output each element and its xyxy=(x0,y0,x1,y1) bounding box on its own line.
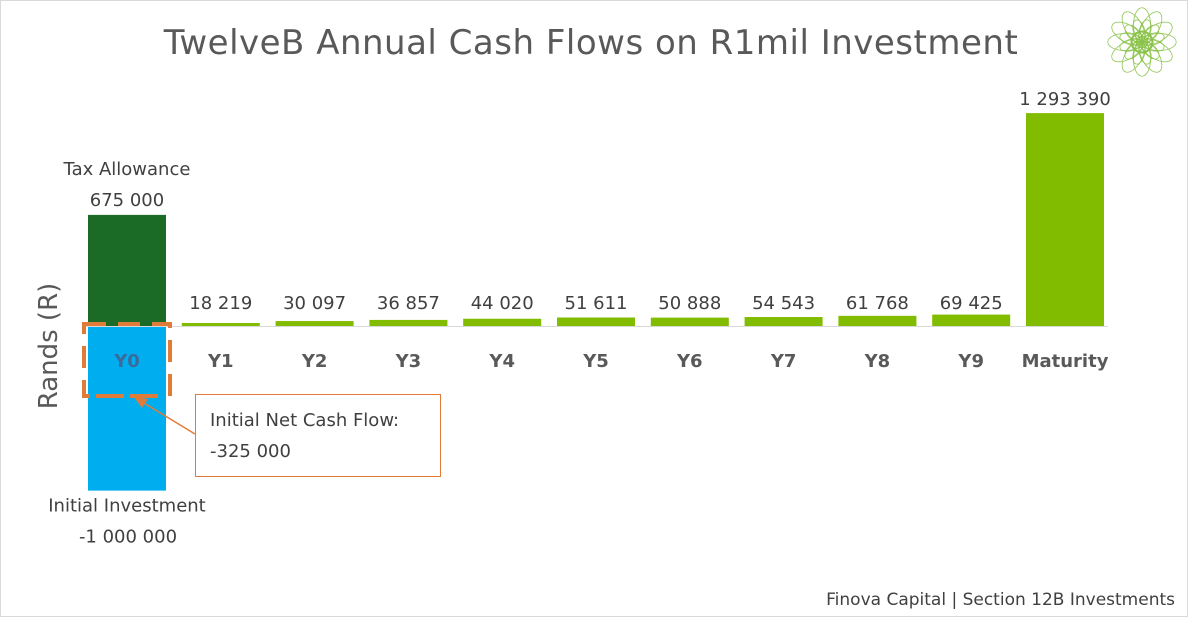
logo-center-dot xyxy=(1135,35,1149,49)
value-label-y4: 44 020 xyxy=(471,293,534,314)
callout-arrowhead xyxy=(134,397,148,408)
value-label-y8: 61 768 xyxy=(846,293,909,314)
category-label-y3: Y3 xyxy=(395,351,422,372)
value-label-maturity: 1 293 390 xyxy=(1019,89,1111,110)
bar-y3 xyxy=(369,319,448,326)
category-label-y2: Y2 xyxy=(301,351,328,372)
value-label-y5: 51 611 xyxy=(565,293,628,314)
category-label-y6: Y6 xyxy=(676,351,703,372)
y0-negative-series-label: Initial Investment xyxy=(48,496,205,517)
mandala-logo-icon xyxy=(1107,7,1177,77)
category-label-y1: Y1 xyxy=(207,351,234,372)
chart-title: TwelveB Annual Cash Flows on R1mil Inves… xyxy=(163,23,1019,63)
y0-positive-value-label: 675 000 xyxy=(90,190,164,211)
bar-y6 xyxy=(650,317,729,326)
value-label-y7: 54 543 xyxy=(752,293,815,314)
category-label-y8: Y8 xyxy=(864,351,891,372)
callout-connector xyxy=(138,399,196,435)
value-label-y3: 36 857 xyxy=(377,293,440,314)
bar-y1 xyxy=(181,323,260,326)
footer-credit: Finova Capital | Section 12B Investments xyxy=(826,590,1175,610)
value-label-y9: 69 425 xyxy=(940,293,1003,314)
category-label-maturity: Maturity xyxy=(1022,351,1109,372)
bar-maturity xyxy=(1026,113,1104,327)
logo-center-ring xyxy=(1130,30,1154,54)
bar-y5 xyxy=(557,317,635,326)
bar-y4 xyxy=(463,318,542,326)
callout-title: Initial Net Cash Flow: xyxy=(210,410,400,431)
category-label-y9: Y9 xyxy=(957,351,984,372)
net-cash-flow-callout: Initial Net Cash Flow: -325 000 xyxy=(195,394,441,477)
net-cash-flow-highlight xyxy=(82,322,172,398)
bar-y7 xyxy=(744,317,823,326)
category-label-y7: Y7 xyxy=(770,351,797,372)
bar-y2 xyxy=(275,321,354,326)
value-label-y1: 18 219 xyxy=(189,293,252,314)
bar-y9 xyxy=(932,314,1011,326)
logo-inner-petal xyxy=(1132,19,1146,43)
category-label-y5: Y5 xyxy=(582,351,609,372)
bar-y8 xyxy=(838,315,917,326)
value-label-y2: 30 097 xyxy=(283,293,346,314)
category-label-y4: Y4 xyxy=(488,351,515,372)
y0-negative-value-label: -1 000 000 xyxy=(79,527,177,548)
category-label-y0: Y0 xyxy=(113,351,140,372)
value-label-y6: 50 888 xyxy=(658,293,721,314)
callout-value: -325 000 xyxy=(210,441,291,462)
y0-positive-series-label: Tax Allowance xyxy=(63,159,191,180)
bar-y0-tax-allowance xyxy=(88,214,166,326)
